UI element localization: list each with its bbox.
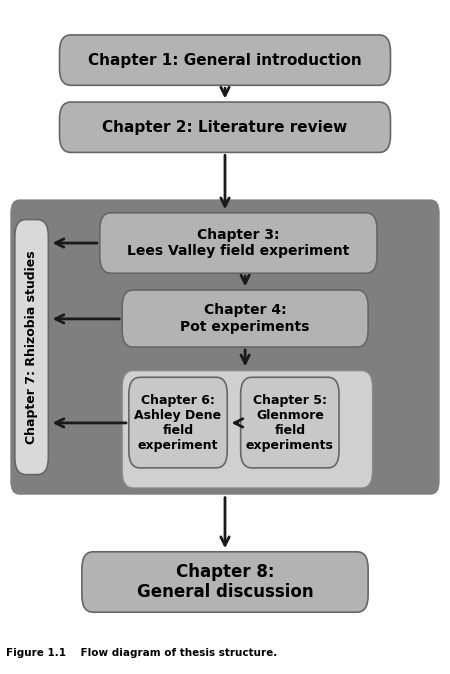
Text: Chapter 1: General introduction: Chapter 1: General introduction	[88, 53, 362, 67]
Text: Chapter 5:
Glenmore
field
experiments: Chapter 5: Glenmore field experiments	[246, 394, 334, 452]
Text: Chapter 2: Literature review: Chapter 2: Literature review	[102, 120, 347, 135]
FancyBboxPatch shape	[10, 200, 440, 495]
Text: Chapter 3:
Lees Valley field experiment: Chapter 3: Lees Valley field experiment	[127, 228, 350, 258]
Text: Chapter 8:
General discussion: Chapter 8: General discussion	[137, 563, 313, 601]
Text: Chapter 6:
Ashley Dene
field
experiment: Chapter 6: Ashley Dene field experiment	[135, 394, 221, 452]
FancyBboxPatch shape	[100, 213, 377, 273]
FancyBboxPatch shape	[122, 371, 373, 488]
FancyBboxPatch shape	[82, 552, 368, 612]
Text: Chapter 4:
Pot experiments: Chapter 4: Pot experiments	[180, 303, 310, 334]
Text: Chapter 7: Rhizobia studies: Chapter 7: Rhizobia studies	[25, 250, 38, 444]
FancyBboxPatch shape	[59, 102, 391, 152]
FancyBboxPatch shape	[15, 220, 48, 474]
Text: Figure 1.1    Flow diagram of thesis structure.: Figure 1.1 Flow diagram of thesis struct…	[6, 648, 277, 658]
FancyBboxPatch shape	[129, 377, 227, 468]
FancyBboxPatch shape	[122, 290, 368, 347]
FancyBboxPatch shape	[241, 377, 339, 468]
FancyBboxPatch shape	[59, 35, 391, 86]
